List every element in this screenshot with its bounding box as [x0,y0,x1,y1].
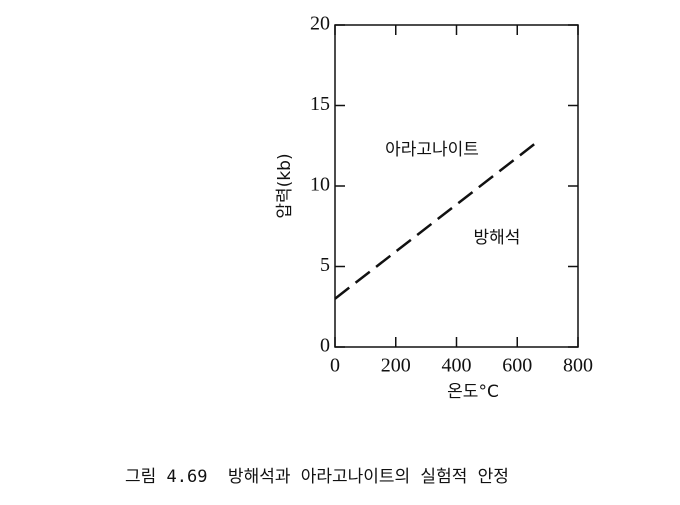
y-tick-label: 20 [310,13,330,35]
annotation: 방해석 [474,228,521,248]
x-axis-label: 온도°C [447,382,499,402]
y-tick-label: 5 [320,254,330,276]
x-tick-label: 0 [330,355,340,377]
x-tick-label: 800 [563,355,593,377]
y-tick-label: 15 [310,93,330,115]
caption: 그림 4.69 방해석과 아라고나이트의 실험적 안정 [125,467,509,487]
y-axis-label: 압력(kb) [275,153,295,218]
annotation: 아라고나이트 [385,140,479,160]
line [334,139,540,300]
x-tick-label: 200 [381,355,411,377]
plot-frame [334,24,579,348]
x-tick-label: 600 [502,355,532,377]
x-tick-label: 400 [442,355,472,377]
y-tick-label: 10 [310,174,330,196]
y-tick-label: 0 [320,335,330,357]
